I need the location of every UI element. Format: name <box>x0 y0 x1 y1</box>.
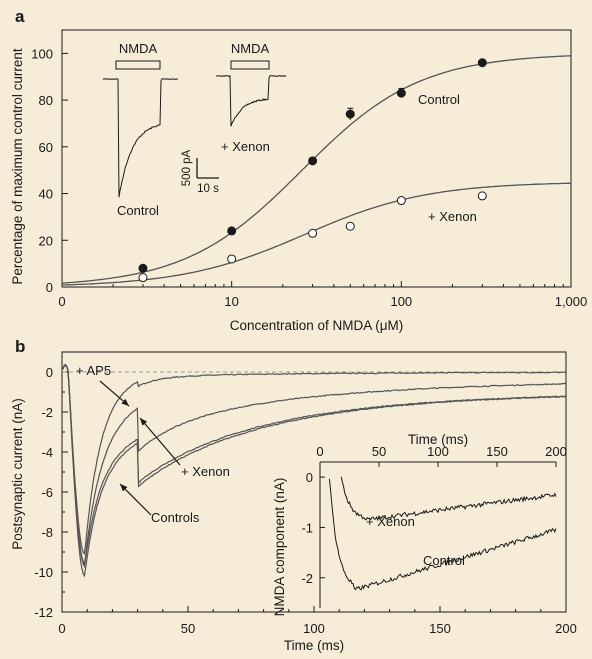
panel-a-xenon-series-label: + Xenon <box>428 209 477 224</box>
panel-a-y-tick-label: 20 <box>39 233 53 248</box>
panel-a-point-xenon <box>308 228 318 238</box>
inset-b-x-tick-label: 50 <box>372 444 386 459</box>
inset-b-y-tick-label: -1 <box>301 520 313 535</box>
inset-control-trace <box>102 78 179 198</box>
panel-b-trace-ap5 <box>62 363 566 556</box>
panel-a-y-tick-label: 60 <box>39 140 53 155</box>
panel-a-point-control <box>477 58 487 68</box>
panel-a-x-tick-label: 1,000 <box>555 294 588 309</box>
inset-nmda-label: NMDA <box>119 41 158 56</box>
panel-b-y-tick-label: -10 <box>34 565 53 580</box>
panel-b-y-tick-label: -4 <box>41 445 53 460</box>
panel-a-control-series-label: Control <box>418 92 460 107</box>
panel-a-x-axis-label: Concentration of NMDA (μM) <box>230 318 404 333</box>
panel-a-y-tick-label: 100 <box>31 46 53 61</box>
inset-b-x-axis-label: Time (ms) <box>408 432 468 447</box>
panel-b-frame <box>61 351 567 613</box>
panel-a-point-xenon <box>345 221 355 231</box>
panel-a-point-control <box>138 263 148 273</box>
inset-nmda-bar <box>115 60 161 70</box>
panel-b-trace-controls <box>62 364 566 569</box>
inset-xenon-label: + Xenon <box>221 139 270 154</box>
panel-a-point-xenon <box>477 191 487 201</box>
panel-a-point-control <box>345 109 355 119</box>
panel-b-ap5-label: + AP5 <box>76 363 111 378</box>
inset-xenon-trace <box>215 74 287 127</box>
panel-b-y-tick-label: -12 <box>34 605 53 620</box>
inset-control-label: Control <box>117 203 159 218</box>
panel-b-label: b <box>15 337 25 356</box>
inset-b-xenon-trace <box>340 476 557 522</box>
panel-b-x-tick-label: 50 <box>181 621 195 636</box>
inset-b-y-tick-label: -2 <box>301 571 313 586</box>
inset-scale-time-label: 10 s <box>197 183 219 195</box>
panel-b-y-tick-label: 0 <box>46 365 53 380</box>
inset-b-x-tick-label: 100 <box>427 444 449 459</box>
panel-b-controls-label: Controls <box>151 510 200 525</box>
panel-b-x-tick-label: 150 <box>429 621 451 636</box>
inset-scale-current-label: 500 pA <box>181 149 193 186</box>
panel-b-controls-arrow-head <box>120 484 128 492</box>
panel-b-x-tick-label: 0 <box>58 621 65 636</box>
panel-a-point-control <box>308 156 318 166</box>
panel-b-x-axis-label: Time (ms) <box>284 638 344 653</box>
panel-a-y-tick-label: 80 <box>39 93 53 108</box>
inset-b-xenon-label: + Xenon <box>366 514 415 529</box>
panel-b-y-tick-label: -2 <box>41 405 53 420</box>
inset-nmda-bar <box>230 60 270 70</box>
inset-b-y-axis-label: NMDA component (nA) <box>272 478 287 617</box>
panel-b-y-tick-label: -8 <box>41 525 53 540</box>
panel-a-x-tick-label: 100 <box>390 294 412 309</box>
panel-a-point-control <box>396 88 406 98</box>
inset-b-x-tick-label: 0 <box>316 444 323 459</box>
panel-a-x-tick-label: 0 <box>58 294 65 309</box>
inset-b-control-label: Control <box>423 553 465 568</box>
panel-b-ap5-arrow-head <box>121 398 129 406</box>
panel-b-y-tick-label: -6 <box>41 485 53 500</box>
panel-b-x-tick-label: 200 <box>555 621 577 636</box>
panel-a-point-control <box>227 226 237 236</box>
panel-a-point-xenon <box>138 273 148 283</box>
inset-b-x-tick-label: 150 <box>486 444 508 459</box>
panel-b-xenon-arrow-head <box>140 418 148 426</box>
panel-a-frame <box>61 29 572 288</box>
panel-b-xenon-arrow <box>139 417 181 466</box>
inset-b-control-trace <box>328 478 557 591</box>
panel-b-trace-xenon <box>62 364 566 567</box>
inset-b-y-tick-label: 0 <box>306 470 313 485</box>
panel-b-y-axis-label: Postsynaptic current (nA) <box>10 398 25 550</box>
panel-b-x-tick-label: 100 <box>303 621 325 636</box>
panel-a-y-tick-label: 0 <box>46 280 53 295</box>
inset-nmda-label: NMDA <box>231 41 270 56</box>
panel-a-point-xenon <box>227 254 237 264</box>
panel-a-fit-control <box>61 55 572 284</box>
panel-a-x-tick-label: 10 <box>224 294 238 309</box>
panel-a-y-axis-label: Percentage of maximum control current <box>10 48 25 285</box>
panel-a-y-tick-label: 40 <box>39 187 53 202</box>
panel-a-point-xenon <box>396 196 406 206</box>
inset-b-x-tick-label: 200 <box>545 444 567 459</box>
panel-a-label: a <box>15 7 25 26</box>
panel-b-xenon-label: + Xenon <box>181 464 230 479</box>
